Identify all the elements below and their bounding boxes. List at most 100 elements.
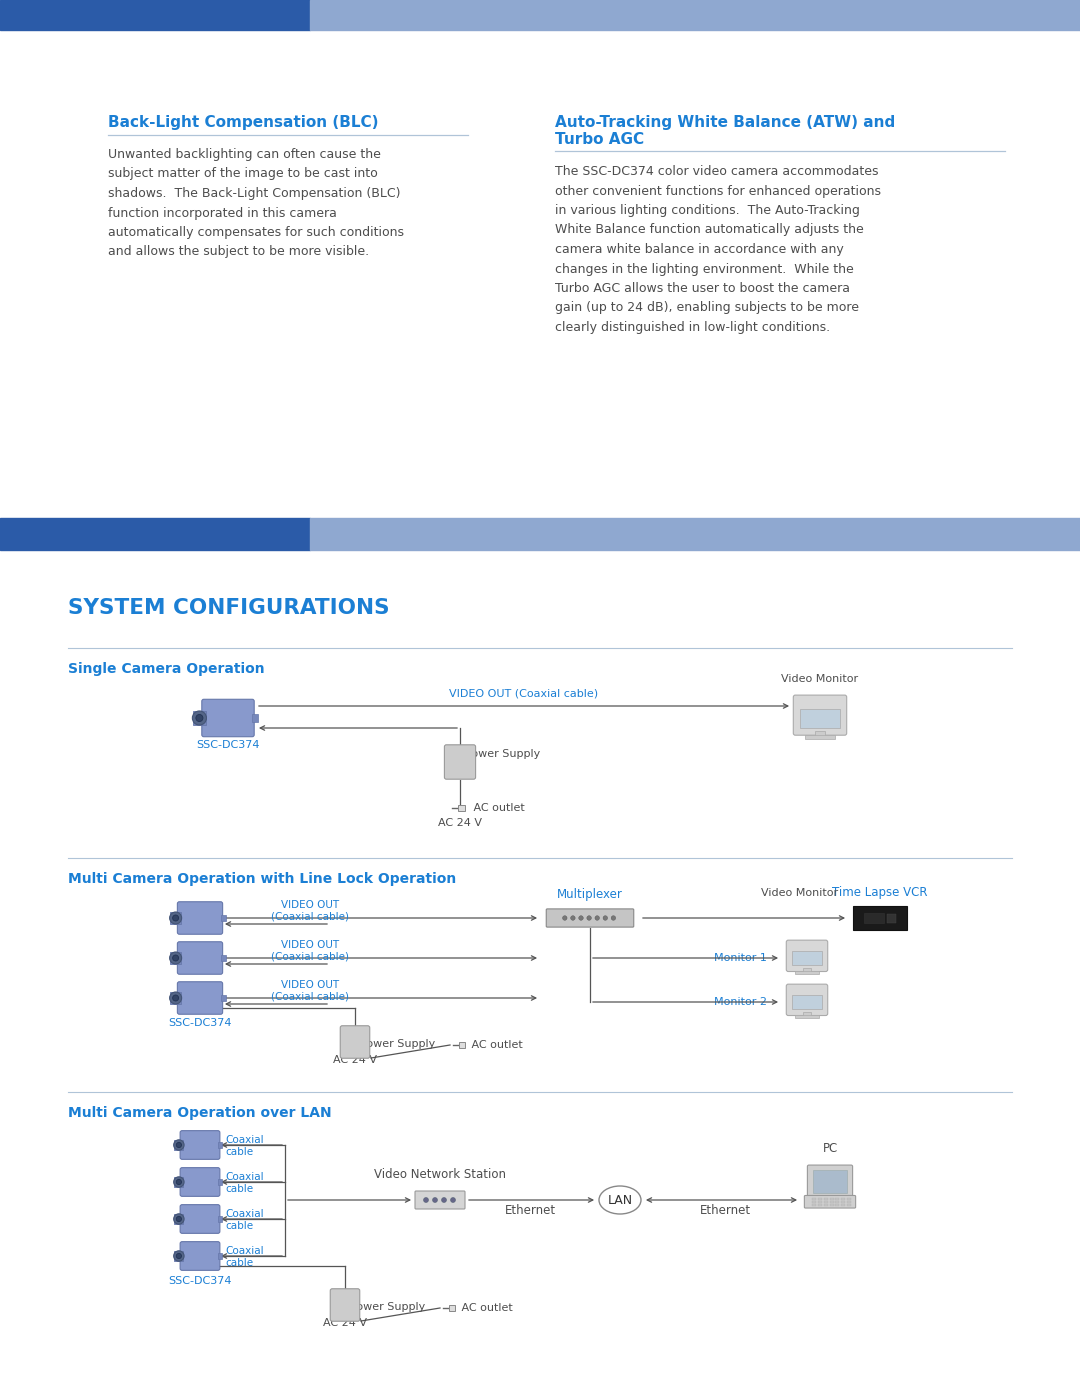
Circle shape — [586, 916, 592, 921]
Bar — [171, 992, 180, 1004]
Bar — [835, 1204, 839, 1206]
Text: Monitor 2: Monitor 2 — [714, 997, 767, 1007]
Bar — [812, 1197, 816, 1200]
FancyBboxPatch shape — [330, 1289, 360, 1322]
Text: Power Supply: Power Supply — [350, 1302, 426, 1312]
Circle shape — [173, 956, 178, 961]
Bar — [847, 1197, 851, 1200]
Text: Multiplexer: Multiplexer — [557, 888, 623, 901]
Bar — [792, 951, 822, 965]
Bar — [824, 1204, 827, 1206]
Bar — [448, 1305, 455, 1310]
Circle shape — [176, 1253, 181, 1259]
Bar — [171, 912, 180, 923]
Bar — [829, 1201, 834, 1203]
FancyBboxPatch shape — [180, 1204, 220, 1234]
Bar — [220, 995, 226, 1002]
Text: Ethernet: Ethernet — [504, 1204, 555, 1217]
Bar — [310, 518, 1080, 550]
Bar — [829, 1204, 834, 1206]
FancyBboxPatch shape — [202, 700, 254, 736]
Circle shape — [563, 916, 567, 921]
Text: VIDEO OUT
(Coaxial cable): VIDEO OUT (Coaxial cable) — [271, 900, 349, 922]
Text: AC outlet: AC outlet — [470, 803, 525, 813]
Bar — [792, 995, 822, 1009]
Circle shape — [595, 916, 599, 921]
Ellipse shape — [599, 1186, 642, 1214]
Text: Coaxial
cable: Coaxial cable — [225, 1134, 264, 1157]
FancyBboxPatch shape — [180, 1168, 220, 1196]
Circle shape — [176, 1217, 181, 1221]
Text: Multi Camera Operation over LAN: Multi Camera Operation over LAN — [68, 1106, 332, 1120]
Circle shape — [170, 912, 181, 923]
Text: AC 24 V: AC 24 V — [333, 1055, 377, 1065]
Bar — [841, 1204, 845, 1206]
Text: Time Lapse VCR: Time Lapse VCR — [833, 886, 928, 900]
FancyBboxPatch shape — [415, 1192, 465, 1208]
Text: Coaxial
cable: Coaxial cable — [225, 1246, 264, 1267]
Bar — [220, 915, 226, 921]
Bar — [812, 1201, 816, 1203]
Bar — [796, 1016, 819, 1018]
FancyBboxPatch shape — [444, 745, 475, 780]
Text: Unwanted backlighting can often cause the
subject matter of the image to be cast: Unwanted backlighting can often cause th… — [108, 148, 404, 258]
Bar — [804, 968, 811, 972]
Bar — [815, 731, 825, 738]
Bar — [864, 912, 883, 923]
Bar — [796, 971, 819, 974]
Bar — [819, 1201, 822, 1203]
Text: Auto-Tracking White Balance (ATW) and
Turbo AGC: Auto-Tracking White Balance (ATW) and Tu… — [555, 115, 895, 148]
Bar — [253, 714, 258, 721]
Text: VIDEO OUT
(Coaxial cable): VIDEO OUT (Coaxial cable) — [271, 940, 349, 961]
Bar — [813, 1171, 847, 1193]
Bar — [459, 1042, 464, 1048]
FancyBboxPatch shape — [177, 942, 222, 974]
Text: Coaxial
cable: Coaxial cable — [225, 1172, 264, 1193]
Circle shape — [570, 916, 576, 921]
Bar — [847, 1204, 851, 1206]
Bar — [819, 1204, 822, 1206]
Bar — [310, 0, 1080, 29]
Text: SSC-DC374: SSC-DC374 — [168, 1018, 232, 1028]
Circle shape — [170, 951, 181, 964]
Text: Ethernet: Ethernet — [700, 1204, 751, 1217]
Text: AC outlet: AC outlet — [468, 1039, 523, 1051]
Circle shape — [174, 1250, 184, 1261]
Text: LAN: LAN — [607, 1193, 633, 1207]
Circle shape — [603, 916, 608, 921]
Circle shape — [423, 1197, 429, 1203]
Text: AC 24 V: AC 24 V — [438, 819, 482, 828]
Circle shape — [173, 915, 178, 921]
Text: Video Monitor: Video Monitor — [761, 888, 838, 898]
Text: Single Camera Operation: Single Camera Operation — [68, 662, 265, 676]
Bar — [174, 1140, 184, 1150]
Text: Video Monitor: Video Monitor — [782, 673, 859, 685]
Circle shape — [192, 711, 206, 725]
Bar — [218, 1217, 222, 1221]
Text: Coaxial
cable: Coaxial cable — [225, 1208, 264, 1231]
Bar — [829, 1197, 834, 1200]
Bar — [218, 1179, 222, 1185]
Text: Back-Light Compensation (BLC): Back-Light Compensation (BLC) — [108, 115, 378, 130]
Bar — [174, 1250, 184, 1261]
Text: Video Network Station: Video Network Station — [374, 1168, 507, 1180]
Bar — [171, 951, 180, 964]
Bar — [819, 1197, 822, 1200]
Circle shape — [579, 916, 583, 921]
Bar — [174, 1214, 184, 1224]
Circle shape — [174, 1140, 184, 1150]
Bar — [458, 805, 465, 812]
FancyBboxPatch shape — [808, 1165, 852, 1199]
Bar — [0, 518, 310, 550]
Text: Power Supply: Power Supply — [360, 1039, 435, 1049]
Text: Multi Camera Operation with Line Lock Operation: Multi Camera Operation with Line Lock Op… — [68, 872, 456, 886]
Circle shape — [450, 1197, 456, 1203]
Bar — [804, 1011, 811, 1017]
Circle shape — [173, 995, 178, 1002]
Circle shape — [432, 1197, 437, 1203]
Text: SSC-DC374: SSC-DC374 — [168, 1275, 232, 1287]
Bar — [835, 1197, 839, 1200]
Text: AC 24 V: AC 24 V — [323, 1317, 367, 1329]
Circle shape — [176, 1143, 181, 1147]
FancyBboxPatch shape — [180, 1130, 220, 1160]
